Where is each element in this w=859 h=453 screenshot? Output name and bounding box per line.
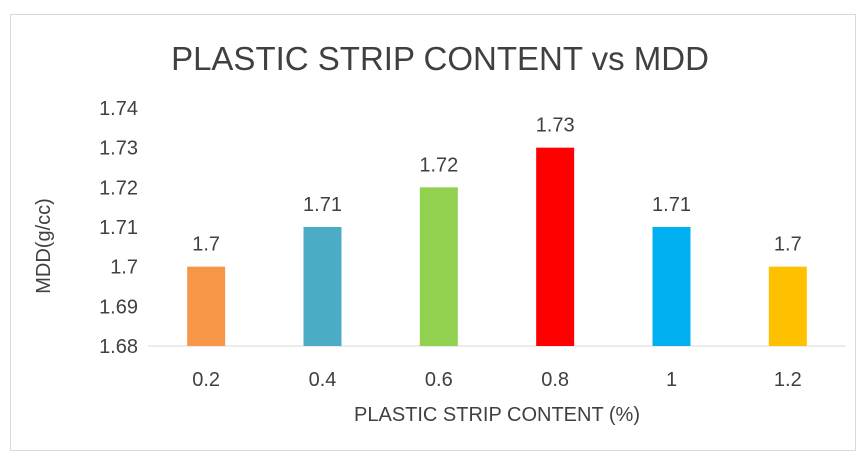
x-axis-ticks: 0.2 0.4 0.6 0.8 1 1.2 [192, 369, 801, 391]
y-tick-label: 1.74 [99, 98, 138, 120]
x-tick-label: 1 [666, 369, 677, 391]
y-tick-label: 1.7 [110, 257, 138, 279]
data-labels-group: 1.7 1.71 1.72 1.73 1.71 1.7 [192, 115, 801, 256]
y-axis-title: MDD(g/cc) [33, 198, 55, 294]
data-label: 1.72 [419, 154, 458, 176]
bar-1.2 [768, 266, 807, 346]
data-label: 1.71 [303, 194, 342, 216]
y-tick-label: 1.68 [99, 336, 138, 358]
y-axis-ticks: 1.68 1.69 1.7 1.71 1.72 1.73 1.74 [99, 98, 138, 358]
bar-0.6 [419, 187, 458, 346]
y-tick-label: 1.73 [99, 138, 138, 160]
x-tick-label: 0.6 [425, 369, 453, 391]
bar-0.4 [303, 227, 342, 346]
bar-0.2 [187, 266, 226, 346]
bars-group [187, 147, 807, 346]
data-label: 1.7 [192, 234, 220, 256]
x-tick-label: 0.4 [309, 369, 337, 391]
bar-0.8 [536, 147, 575, 346]
y-tick-label: 1.71 [99, 217, 138, 239]
x-axis-title: PLASTIC STRIP CONTENT (%) [354, 404, 640, 426]
data-label: 1.73 [536, 115, 575, 137]
x-tick-label: 0.8 [541, 369, 569, 391]
data-label: 1.71 [652, 194, 691, 216]
bar-1 [652, 227, 691, 346]
chart-title: PLASTIC STRIP CONTENT vs MDD [171, 40, 709, 77]
x-tick-label: 0.2 [192, 369, 220, 391]
data-label: 1.7 [774, 234, 802, 256]
x-tick-label: 1.2 [774, 369, 802, 391]
y-tick-label: 1.69 [99, 296, 138, 318]
y-tick-label: 1.72 [99, 177, 138, 199]
